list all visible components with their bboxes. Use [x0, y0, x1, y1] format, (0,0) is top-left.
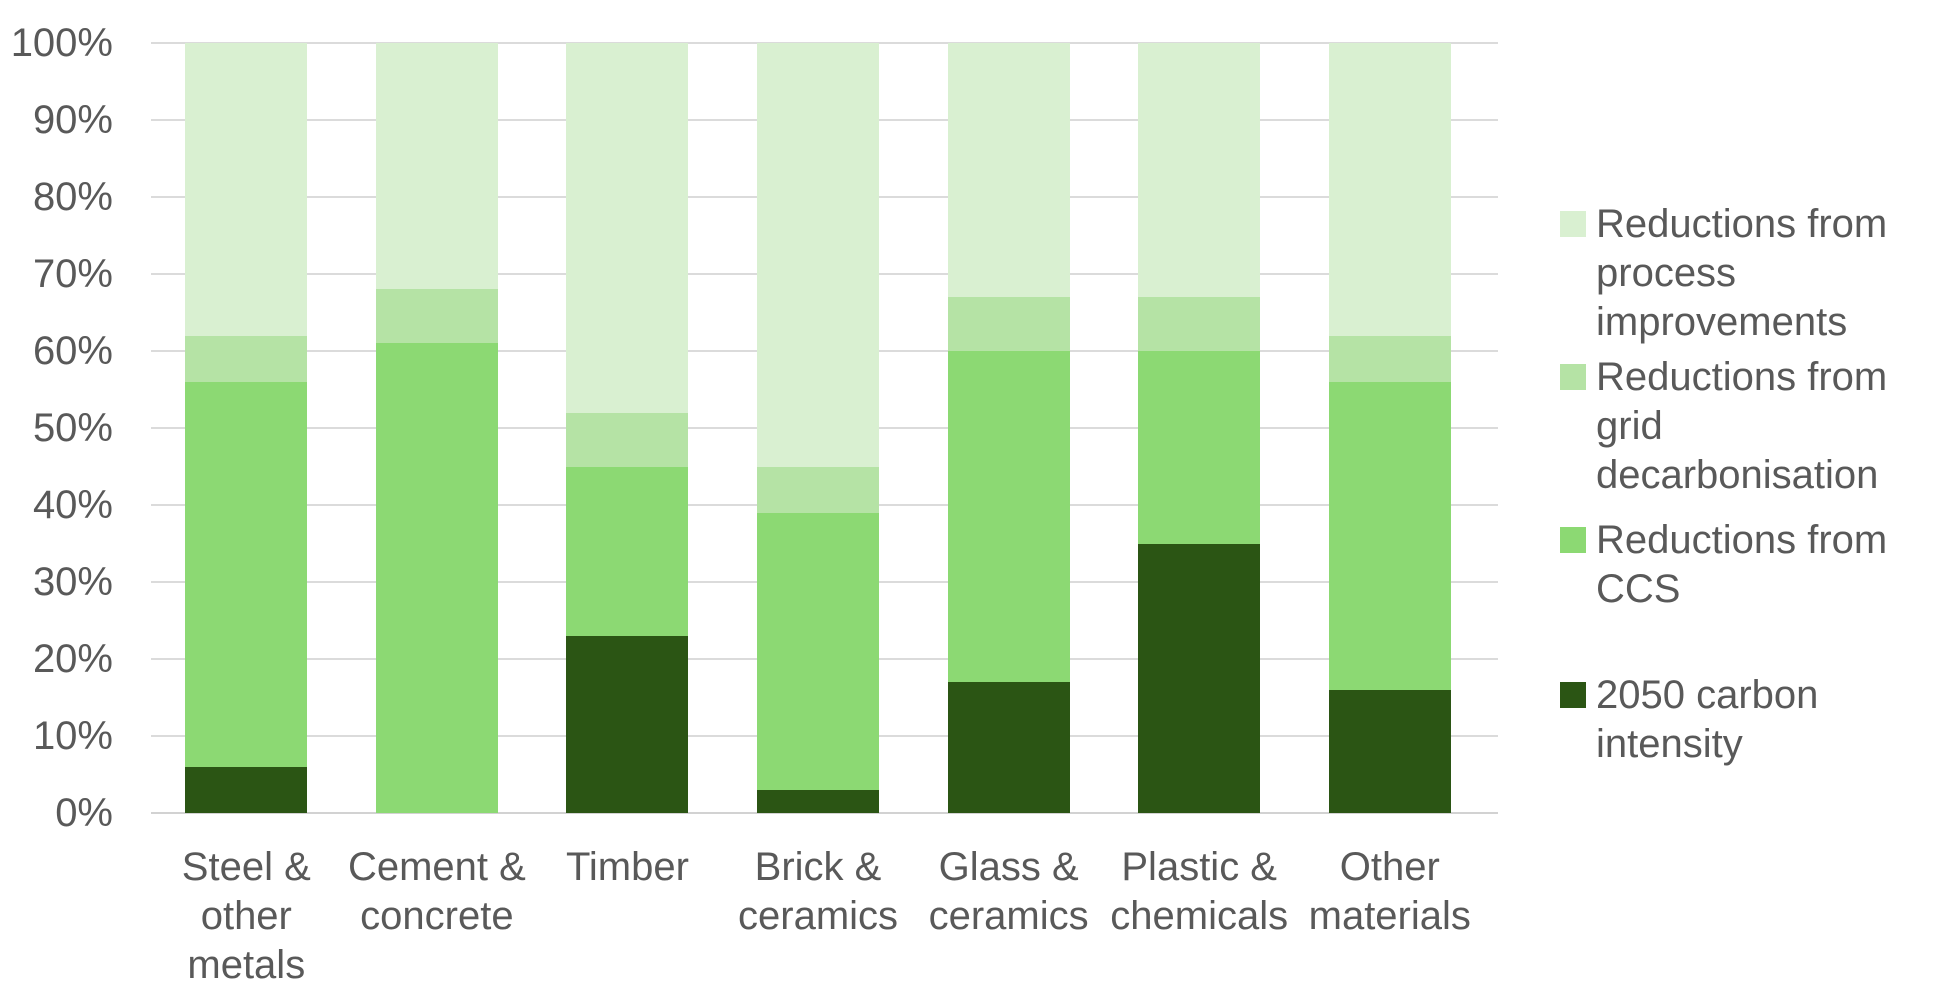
segment-reductions-from-process-improvements-plastic-chemicals [1138, 43, 1261, 298]
segment-reductions-from-grid-decarbonisation-timber [566, 412, 689, 467]
x-axis-label-brick-ceramics: Brick & ceramics [738, 845, 899, 938]
legend-label-2050-carbon-intensity: 2050 carbon intensity [1596, 673, 1819, 766]
bar-slot-brick-ceramics [723, 43, 914, 813]
segment-reductions-from-process-improvements-timber [566, 43, 689, 413]
bar-steel-other-metals [185, 43, 308, 813]
bar-slot-glass-ceramics [913, 43, 1104, 813]
y-axis-tick-0: 0% [55, 791, 113, 835]
segment-reductions-from-ccs-plastic-chemicals [1138, 351, 1261, 544]
gridline-0 [151, 812, 1498, 814]
segment-reductions-from-ccs-timber [566, 466, 689, 636]
segment-reductions-from-ccs-cement-concrete [375, 343, 498, 813]
y-axis-tick-70: 70% [32, 252, 113, 296]
segment-reductions-from-process-improvements-other-materials [1328, 43, 1451, 336]
x-axis-label-plastic-chemicals: Plastic & chemicals [1110, 845, 1289, 938]
bar-timber [566, 43, 689, 813]
bar-slot-steel-other-metals [151, 43, 342, 813]
y-axis-tick-100: 100% [10, 21, 113, 65]
legend-item-2050-carbon-intensity: 2050 carbon intensity [1560, 671, 1946, 769]
bar-slot-plastic-chemicals [1104, 43, 1295, 813]
segment-2050-carbon-intensity-timber [566, 635, 689, 813]
segment-reductions-from-process-improvements-brick-ceramics [757, 43, 880, 467]
segment-reductions-from-grid-decarbonisation-glass-ceramics [947, 297, 1070, 352]
bar-plastic-chemicals [1138, 43, 1261, 813]
y-axis-tick-20: 20% [32, 637, 113, 681]
segment-reductions-from-process-improvements-steel-other-metals [185, 43, 308, 336]
segment-reductions-from-process-improvements-cement-concrete [375, 43, 498, 290]
legend-label-reductions-from-ccs: Reductions from CCS [1596, 518, 1888, 611]
segment-2050-carbon-intensity-brick-ceramics [757, 789, 880, 813]
segment-reductions-from-ccs-brick-ceramics [757, 512, 880, 790]
y-axis-tick-50: 50% [32, 406, 113, 450]
x-axis: Steel & other metals Cement & concrete Tim… [151, 843, 1485, 990]
x-axis-label-glass-ceramics: Glass & ceramics [928, 845, 1089, 938]
segment-2050-carbon-intensity-other-materials [1328, 689, 1451, 813]
y-axis-tick-30: 30% [32, 560, 113, 604]
gridline-100 [151, 42, 1498, 44]
x-axis-label-cement-concrete: Cement & concrete [347, 845, 526, 938]
segment-reductions-from-ccs-other-materials [1328, 381, 1451, 690]
bar-slot-other-materials [1294, 43, 1485, 813]
y-axis-tick-10: 10% [32, 714, 113, 758]
bar-slot-timber [532, 43, 723, 813]
segment-2050-carbon-intensity-glass-ceramics [947, 682, 1070, 813]
legend-item-reductions-from-ccs: Reductions from CCS [1560, 516, 1946, 614]
legend-swatch-reductions-from-grid-decarbonisation [1560, 364, 1586, 390]
segment-2050-carbon-intensity-plastic-chemicals [1138, 543, 1261, 813]
bar-glass-ceramics [947, 43, 1070, 813]
legend-swatch-2050-carbon-intensity [1560, 682, 1586, 708]
segment-reductions-from-ccs-steel-other-metals [185, 381, 308, 767]
legend-label-reductions-from-process-improvements: Reductions from process improvements [1596, 202, 1888, 344]
x-axis-label-timber: Timber [565, 845, 689, 889]
legend: Reductions from process improvements Redu… [1560, 0, 1946, 1003]
legend-swatch-reductions-from-ccs [1560, 527, 1586, 553]
legend-item-reductions-from-grid-decarbonisation: Reductions from grid decarbonisation [1560, 353, 1946, 500]
bar-other-materials [1328, 43, 1451, 813]
plot-area [151, 43, 1485, 813]
legend-swatch-reductions-from-process-improvements [1560, 211, 1586, 237]
legend-label-reductions-from-grid-decarbonisation: Reductions from grid decarbonisation [1596, 355, 1888, 497]
segment-reductions-from-grid-decarbonisation-steel-other-metals [185, 335, 308, 382]
legend-item-reductions-from-process-improvements: Reductions from process improvements [1560, 200, 1946, 347]
x-axis-label-steel-other-metals: Steel & other metals [181, 845, 311, 987]
y-axis-tick-90: 90% [32, 98, 113, 142]
segment-reductions-from-grid-decarbonisation-plastic-chemicals [1138, 297, 1261, 351]
segment-reductions-from-process-improvements-glass-ceramics [947, 43, 1070, 298]
segment-reductions-from-grid-decarbonisation-other-materials [1328, 335, 1451, 382]
segment-2050-carbon-intensity-steel-other-metals [185, 766, 308, 813]
bar-slot-cement-concrete [342, 43, 533, 813]
y-axis-tick-80: 80% [32, 175, 113, 219]
y-axis-tick-60: 60% [32, 329, 113, 373]
x-axis-label-other-materials: Other materials [1308, 845, 1471, 938]
segment-reductions-from-ccs-glass-ceramics [947, 351, 1070, 683]
y-axis-tick-40: 40% [32, 483, 113, 527]
bar-brick-ceramics [757, 43, 880, 813]
segment-reductions-from-grid-decarbonisation-brick-ceramics [757, 466, 880, 513]
bar-cement-concrete [375, 43, 498, 813]
segment-reductions-from-grid-decarbonisation-cement-concrete [375, 289, 498, 344]
